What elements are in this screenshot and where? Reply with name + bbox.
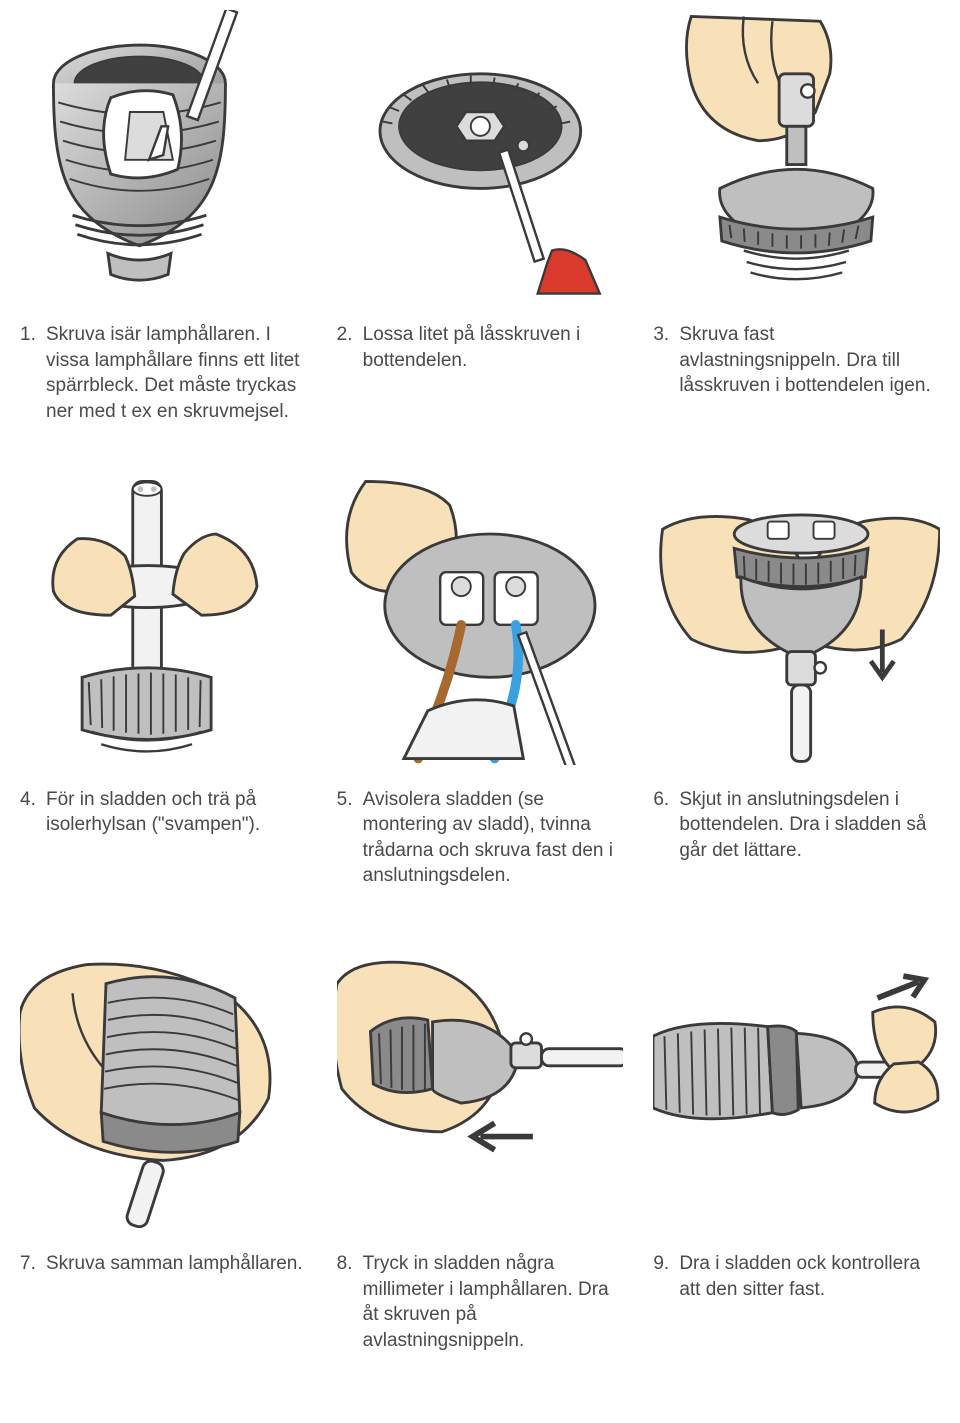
step-9-illustration	[653, 939, 940, 1229]
step-9: 9. Dra i sladden ock kontrollera att den…	[653, 939, 940, 1354]
step-number: 3.	[653, 322, 679, 348]
instruction-grid: 1. Skruva isär lamphållaren. I vissa lam…	[20, 10, 940, 1354]
step-number: 7.	[20, 1251, 46, 1277]
step-number: 2.	[337, 322, 363, 348]
step-5-illustration	[337, 475, 624, 765]
step-8-illustration	[337, 939, 624, 1229]
step-1-illustration	[20, 10, 307, 300]
step-2-illustration	[337, 10, 624, 300]
step-text: För in sladden och trä på isolerhylsan (…	[46, 787, 307, 838]
step-7-caption: 7. Skruva samman lamphållaren.	[20, 1251, 307, 1277]
step-3-caption: 3. Skruva fast avlastningsnippeln. Dra t…	[653, 322, 940, 399]
step-text: Skruva samman lamphållaren.	[46, 1251, 307, 1277]
step-number: 4.	[20, 787, 46, 813]
step-number: 8.	[337, 1251, 363, 1277]
step-text: Skruva fast avlastningsnippeln. Dra till…	[679, 322, 940, 399]
step-8: 8. Tryck in sladden några millimeter i l…	[337, 939, 624, 1354]
step-text: Skruva isär lamphållaren. I vissa lamphå…	[46, 322, 307, 425]
step-5-caption: 5. Avisolera sladden (se montering av sl…	[337, 787, 624, 890]
step-3: 3. Skruva fast avlastningsnippeln. Dra t…	[653, 10, 940, 425]
step-4-illustration	[20, 475, 307, 765]
step-8-caption: 8. Tryck in sladden några millimeter i l…	[337, 1251, 624, 1354]
step-4: 4. För in sladden och trä på isolerhylsa…	[20, 475, 307, 890]
step-6: 6. Skjut in anslutningsdelen i bottendel…	[653, 475, 940, 890]
step-2: 2. Lossa litet på låsskruven i bottendel…	[337, 10, 624, 425]
step-2-caption: 2. Lossa litet på låsskruven i bottendel…	[337, 322, 624, 373]
step-7: 7. Skruva samman lamphållaren.	[20, 939, 307, 1354]
step-text: Skjut in anslutningsdelen i bottendelen.…	[679, 787, 940, 864]
step-9-caption: 9. Dra i sladden ock kontrollera att den…	[653, 1251, 940, 1302]
step-number: 1.	[20, 322, 46, 348]
step-3-illustration	[653, 10, 940, 300]
step-text: Lossa litet på låsskruven i bottendelen.	[363, 322, 624, 373]
step-6-illustration	[653, 475, 940, 765]
step-4-caption: 4. För in sladden och trä på isolerhylsa…	[20, 787, 307, 838]
step-6-caption: 6. Skjut in anslutningsdelen i bottendel…	[653, 787, 940, 864]
step-text: Avisolera sladden (se montering av sladd…	[363, 787, 624, 890]
step-text: Dra i sladden ock kontrollera att den si…	[679, 1251, 940, 1302]
step-number: 6.	[653, 787, 679, 813]
step-7-illustration	[20, 939, 307, 1229]
step-5: 5. Avisolera sladden (se montering av sl…	[337, 475, 624, 890]
step-number: 5.	[337, 787, 363, 813]
step-number: 9.	[653, 1251, 679, 1277]
step-1-caption: 1. Skruva isär lamphållaren. I vissa lam…	[20, 322, 307, 425]
step-text: Tryck in sladden några millimeter i lamp…	[363, 1251, 624, 1354]
step-1: 1. Skruva isär lamphållaren. I vissa lam…	[20, 10, 307, 425]
